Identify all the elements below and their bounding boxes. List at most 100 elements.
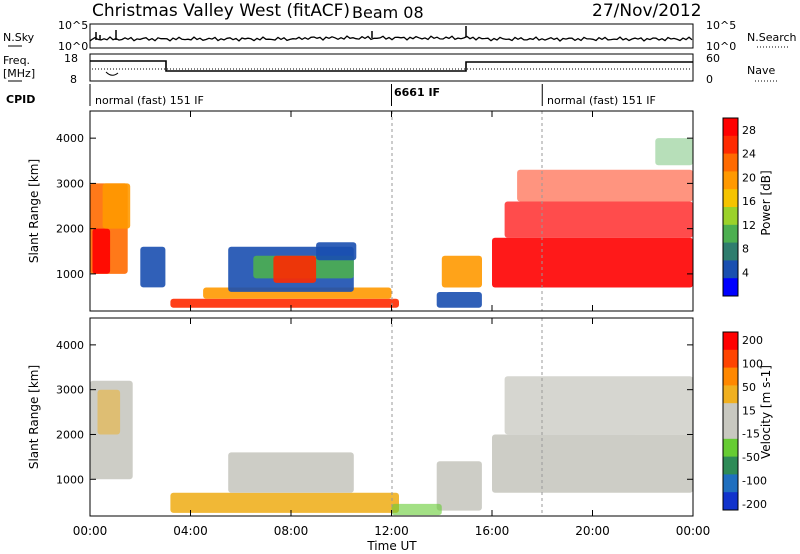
cpid-segment-3: normal (fast) 151 IF — [547, 94, 656, 107]
echo-region — [228, 452, 354, 493]
freq-tick-top: 18 — [64, 52, 78, 65]
colorbar-tick-label: 100 — [742, 357, 763, 370]
colorbar-tick-label: 8 — [742, 243, 749, 256]
y-tick-label: 4000 — [56, 132, 84, 145]
echo-region — [492, 434, 693, 493]
colorbar-swatch — [723, 224, 738, 244]
echo-region — [655, 138, 693, 166]
x-tick-label: 08:00 — [274, 524, 309, 538]
colorbar-tick-label: 20 — [742, 171, 756, 184]
y-tick-label: 1000 — [56, 473, 84, 486]
colorbar-swatch — [723, 332, 738, 351]
nsky-tick-bottom: 10^0 — [58, 40, 88, 53]
echo-region — [517, 169, 693, 202]
power-y-label: Slant Range [km] — [27, 159, 41, 263]
power-colorbar-label: Power [dB] — [759, 170, 773, 235]
colorbar-tick-label: 24 — [742, 148, 756, 161]
colorbar-tick-label: -100 — [742, 475, 767, 488]
y-tick-label: 3000 — [56, 384, 84, 397]
echo-region — [391, 503, 442, 516]
nsky-label: N.Sky — [3, 31, 35, 44]
echo-region — [492, 237, 693, 288]
echo-region — [436, 292, 482, 308]
colorbar-swatch — [723, 438, 738, 458]
velocity-panel: 1000 2000 3000 4000 Slant Range [km] 200 100… — [27, 317, 773, 517]
nsky-tick-top: 10^5 — [58, 19, 88, 32]
echo-region — [436, 461, 482, 511]
colorbar-swatch — [723, 207, 738, 226]
colorbar-swatch — [723, 260, 738, 279]
colorbar-frame — [722, 117, 739, 297]
colorbar-tick-label: 50 — [742, 381, 756, 394]
echo-region — [316, 242, 357, 261]
velocity-y-axis: 1000 2000 3000 4000 — [56, 339, 693, 486]
power-panel: 1000 2000 3000 4000 Slant Range [km] 4 8 12 16… — [27, 110, 773, 312]
y-tick-label: 2000 — [56, 223, 84, 236]
velocity-echo-regions — [90, 376, 693, 516]
colorbar-swatch — [723, 171, 738, 190]
freq-trace — [90, 60, 693, 72]
colorbar-swatch — [723, 189, 738, 208]
nsky-spikes — [95, 26, 467, 40]
echo-region — [170, 298, 399, 308]
cpid-strip: CPID normal (fast) 151 IF 6661 IF normal… — [6, 84, 656, 107]
freq-strip: Freq. [MHz] 18 8 60 0 Nave — [3, 52, 778, 86]
echo-region — [504, 201, 693, 238]
echo-region — [92, 228, 111, 274]
nave-dip — [105, 71, 119, 76]
cpid-segment-2: 6661 IF — [394, 86, 440, 99]
x-tick-label: 00:00 — [73, 524, 108, 538]
colorbar-swatch — [723, 456, 738, 475]
x-tick-label: 20:00 — [575, 524, 610, 538]
colorbar-tick-label: -200 — [742, 498, 767, 511]
x-tick-label: 04:00 — [173, 524, 208, 538]
x-tick-label: 00:00 — [676, 524, 711, 538]
colorbar-swatch — [723, 242, 738, 261]
colorbar-swatch — [723, 492, 738, 511]
colorbar-swatch — [723, 278, 738, 297]
nave-label: Nave — [747, 64, 775, 77]
echo-region — [441, 255, 482, 288]
echo-region — [504, 376, 693, 435]
y-tick-label: 3000 — [56, 177, 84, 190]
nave-tick-top: 60 — [706, 52, 720, 65]
echo-region — [273, 255, 317, 283]
colorbar-swatch — [723, 153, 738, 172]
nsky-trace — [89, 35, 693, 42]
colorbar-swatch — [723, 385, 738, 404]
colorbar-swatch — [723, 135, 738, 155]
cpid-label: CPID — [6, 93, 35, 106]
colorbar-tick-label: -50 — [742, 451, 760, 464]
y-tick-label: 1000 — [56, 268, 84, 281]
colorbar-swatch — [723, 403, 738, 422]
velocity-colorbar-label: Velocity [m s-1] — [759, 365, 773, 459]
colorbar-tick-label: 12 — [742, 219, 756, 232]
freq-label: Freq. — [3, 54, 30, 67]
colorbar-tick-label: 200 — [742, 334, 763, 347]
x-tick-label: 16:00 — [475, 524, 510, 538]
colorbar-swatch — [723, 474, 738, 493]
beam-label: Beam 08 — [352, 3, 424, 22]
colorbar-frame — [722, 331, 739, 511]
nave-tick-bottom: 0 — [706, 73, 713, 86]
plot-title: Christmas Valley West (fitACF) — [92, 1, 350, 21]
colorbar-swatch — [723, 367, 738, 386]
colorbar-tick-label: 28 — [742, 124, 756, 137]
time-axis: 00:00 04:00 08:00 12:00 16:00 20:00 00:00 — [73, 111, 711, 538]
power-colorbar: 4 8 12 16 20 24 28 — [722, 117, 756, 297]
velocity-colorbar: 200 100 50 15 -15 -50 -100 -200 — [722, 331, 767, 511]
freq-frame — [89, 53, 694, 82]
y-tick-label: 4000 — [56, 339, 84, 352]
echo-region — [97, 389, 121, 435]
colorbar-swatch — [723, 349, 738, 369]
freq-unit: [MHz] — [3, 67, 35, 80]
cpid-segment-1: normal (fast) 151 IF — [95, 94, 204, 107]
echo-region — [102, 183, 131, 229]
nsky-strip: N.Sky 10^5 10^0 10^5 10^0 N.Search — [3, 19, 797, 53]
nsearch-tick-bottom: 10^0 — [706, 40, 736, 53]
colorbar-tick-label: 4 — [742, 266, 749, 279]
colorbar-tick-label: 15 — [742, 404, 756, 417]
power-y-axis: 1000 2000 3000 4000 — [56, 132, 693, 281]
